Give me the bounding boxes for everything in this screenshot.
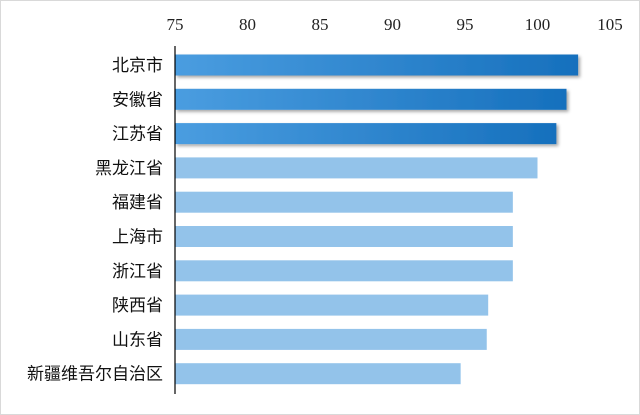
bar [175, 54, 579, 76]
bar [175, 157, 538, 179]
bar [175, 226, 513, 247]
category-label: 北京市 [112, 56, 163, 76]
category-label: 浙江省 [112, 262, 163, 282]
category-label: 陕西省 [112, 296, 163, 316]
x-tick-label: 105 [597, 15, 623, 34]
category-label: 上海市 [112, 228, 163, 248]
bar [175, 294, 489, 316]
category-label: 江苏省 [112, 125, 163, 145]
x-axis-ticks: 75 80 85 90 95 100 105 [167, 15, 623, 34]
x-tick-label: 95 [457, 15, 474, 34]
x-tick-label: 85 [312, 15, 329, 34]
x-tick-label: 80 [239, 15, 256, 34]
x-tick-label: 75 [167, 15, 184, 34]
category-label: 黑龙江省 [95, 159, 163, 179]
x-tick-label: 90 [384, 15, 401, 34]
bars [175, 54, 579, 385]
bar [175, 88, 567, 110]
x-tick-label: 100 [525, 15, 551, 34]
category-label: 山东省 [112, 330, 163, 350]
bar [175, 363, 461, 385]
bar [175, 328, 487, 350]
category-label: 新疆维吾尔自治区 [27, 365, 163, 385]
bar [175, 123, 557, 145]
category-label: 福建省 [112, 193, 163, 213]
category-label: 安徽省 [112, 90, 163, 110]
bar [175, 260, 513, 282]
bar [175, 191, 513, 213]
